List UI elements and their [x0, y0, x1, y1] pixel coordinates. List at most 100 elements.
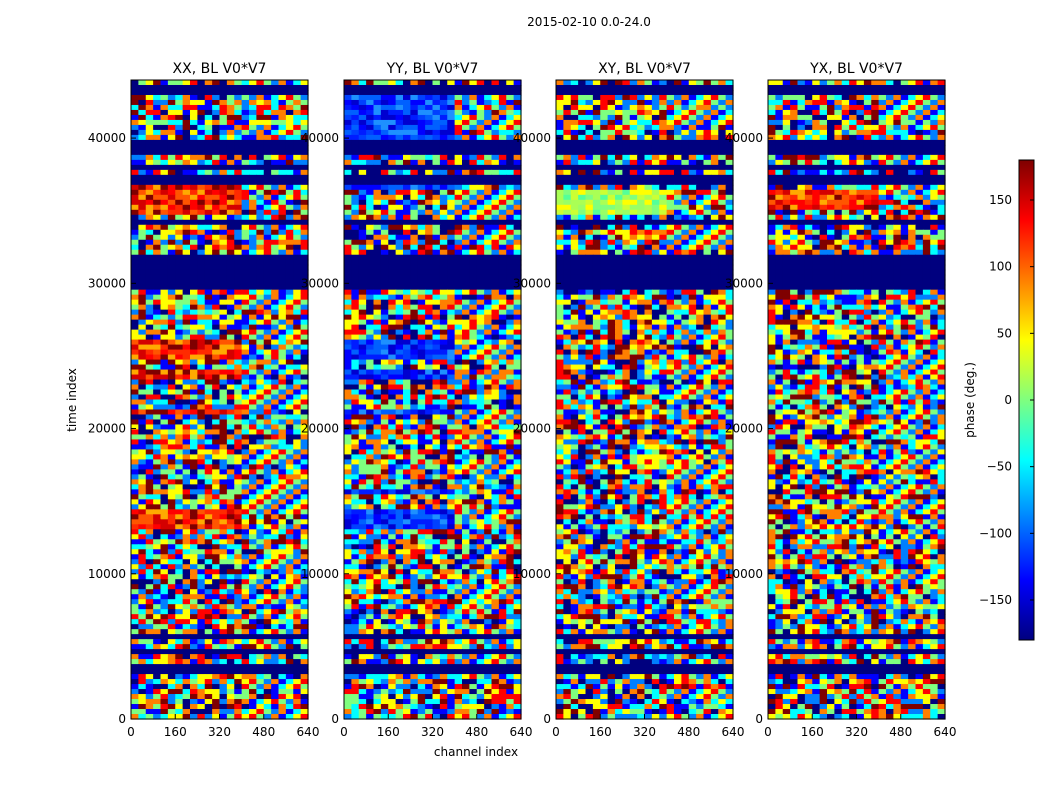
heatmap-cell — [484, 260, 492, 266]
heatmap-cell — [168, 599, 176, 605]
heatmap-cell — [279, 265, 287, 271]
heatmap-cell — [212, 170, 220, 176]
heatmap-cell — [301, 235, 309, 241]
heatmap-cell — [344, 444, 352, 450]
heatmap-cell — [249, 120, 257, 126]
heatmap-cell — [146, 125, 154, 131]
heatmap-cell — [146, 699, 154, 705]
heatmap-cell — [293, 674, 301, 680]
heatmap-cell — [462, 245, 470, 251]
heatmap-cell — [234, 195, 242, 201]
heatmap-cell — [183, 524, 191, 530]
heatmap-cell — [484, 325, 492, 331]
heatmap-cell — [388, 140, 396, 146]
heatmap-cell — [256, 90, 264, 96]
heatmap-cell — [168, 255, 176, 261]
heatmap-cell — [183, 180, 191, 186]
heatmap-cell — [271, 434, 279, 440]
heatmap-cell — [168, 644, 176, 650]
heatmap-cell — [366, 110, 374, 116]
heatmap-cell — [425, 469, 433, 475]
heatmap-cell — [153, 180, 161, 186]
heatmap-cell — [131, 390, 139, 396]
heatmap-cell — [418, 120, 426, 126]
heatmap-cell — [131, 300, 139, 306]
heatmap-cell — [131, 669, 139, 675]
heatmap-cell — [396, 250, 404, 256]
heatmap-cell — [477, 180, 485, 186]
heatmap-cell — [506, 200, 514, 206]
heatmap-cell — [403, 145, 411, 151]
heatmap-cell — [286, 529, 294, 535]
heatmap-cell — [220, 504, 228, 510]
heatmap-cell — [183, 175, 191, 181]
heatmap-cell — [197, 519, 205, 525]
heatmap-cell — [153, 704, 161, 710]
heatmap-cell — [175, 215, 183, 221]
heatmap-cell — [183, 624, 191, 630]
heatmap-cell — [433, 459, 441, 465]
heatmap-cell — [234, 180, 242, 186]
heatmap-cell — [477, 295, 485, 301]
heatmap-cell — [455, 400, 463, 406]
heatmap-cell — [344, 439, 352, 445]
panel-title: XX, BL V0*V7 — [173, 61, 267, 77]
heatmap-cell — [403, 175, 411, 181]
heatmap-cell — [271, 664, 279, 670]
heatmap-cell — [264, 240, 272, 246]
heatmap-cell — [220, 280, 228, 286]
heatmap-cell — [161, 100, 169, 106]
heatmap-cell — [205, 125, 213, 131]
heatmap-cell — [293, 80, 301, 86]
heatmap-cell — [227, 669, 235, 675]
heatmap-cell — [381, 90, 389, 96]
heatmap-cell — [403, 400, 411, 406]
heatmap-cell — [146, 534, 154, 540]
heatmap-cell — [418, 350, 426, 356]
heatmap-cell — [359, 390, 367, 396]
heatmap-cell — [403, 85, 411, 91]
heatmap-cell — [410, 130, 418, 136]
heatmap-cell — [256, 619, 264, 625]
heatmap-cell — [374, 135, 382, 141]
heatmap-cell — [190, 375, 198, 381]
heatmap-cell — [197, 494, 205, 500]
heatmap-cell — [410, 404, 418, 410]
heatmap-cell — [168, 80, 176, 86]
heatmap-cell — [205, 479, 213, 485]
heatmap-cell — [227, 295, 235, 301]
heatmap-cell — [440, 230, 448, 236]
heatmap-cell — [205, 709, 213, 715]
heatmap-cell — [183, 260, 191, 266]
heatmap-cell — [161, 439, 169, 445]
heatmap-cell — [205, 120, 213, 126]
heatmap-cell — [242, 270, 250, 276]
heatmap-cell — [227, 634, 235, 640]
heatmap-cell — [197, 609, 205, 615]
heatmap-cell — [469, 80, 477, 86]
heatmap-cell — [153, 315, 161, 321]
heatmap-cell — [301, 335, 309, 341]
heatmap-cell — [197, 699, 205, 705]
heatmap-cell — [227, 195, 235, 201]
heatmap-cell — [514, 270, 522, 276]
heatmap-cell — [279, 434, 287, 440]
heatmap-cell — [418, 355, 426, 361]
heatmap-cell — [131, 305, 139, 311]
heatmap-cell — [279, 165, 287, 171]
heatmap-cell — [197, 105, 205, 111]
heatmap-cell — [242, 150, 250, 156]
heatmap-cell — [455, 220, 463, 226]
heatmap-cell — [506, 190, 514, 196]
heatmap-cell — [212, 115, 220, 121]
heatmap-cell — [205, 679, 213, 685]
heatmap-cell — [234, 95, 242, 101]
heatmap-cell — [440, 439, 448, 445]
heatmap-cell — [242, 245, 250, 251]
heatmap-cell — [264, 484, 272, 490]
heatmap-cell — [205, 155, 213, 161]
heatmap-cell — [344, 85, 352, 91]
heatmap-cell — [168, 100, 176, 106]
heatmap-cell — [138, 395, 146, 401]
heatmap-cell — [161, 569, 169, 575]
